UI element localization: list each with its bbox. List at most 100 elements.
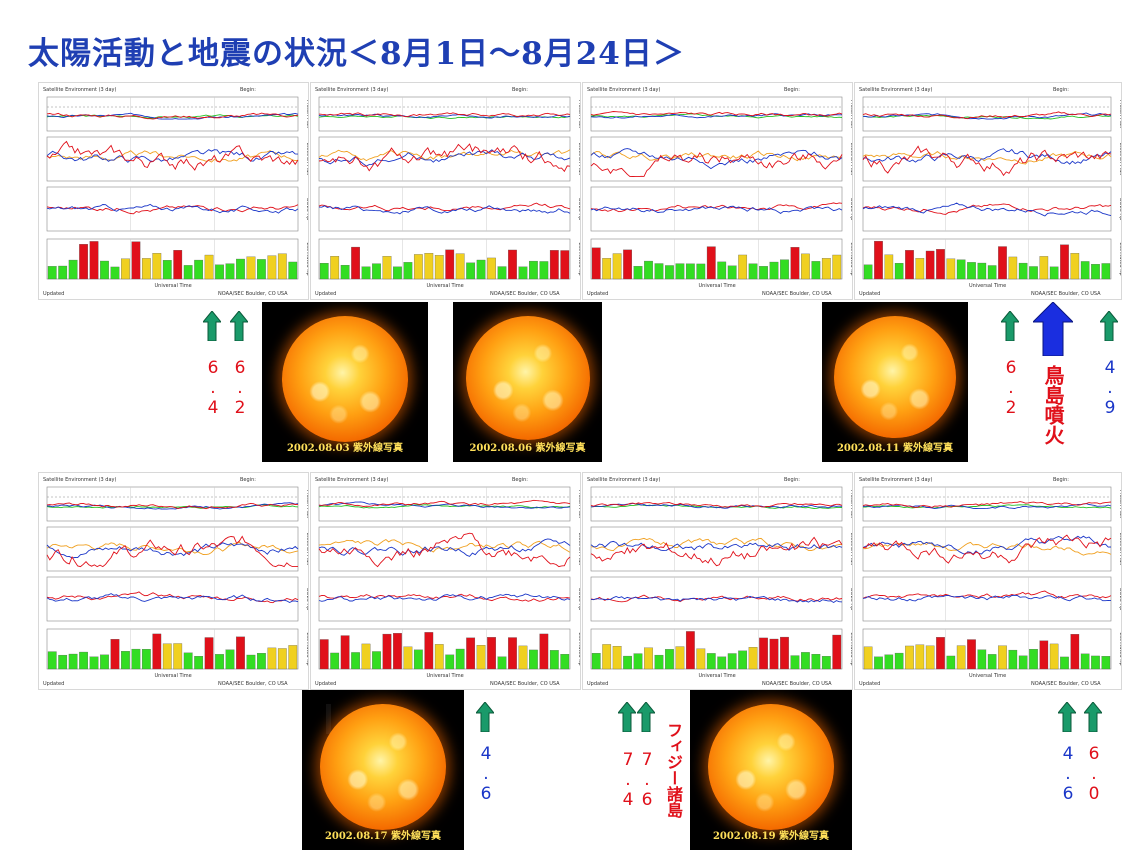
space-weather-panel: Satellite Environment (3 day) Begin: Proto… [310,472,581,690]
sun-disc [466,316,590,440]
magnitude-label: 7.6 [637,750,657,810]
svg-text:Universal Time: Universal Time [969,283,1006,289]
svg-text:Electron Flux: Electron Flux [577,533,581,566]
space-weather-panel: Satellite Environment (3 day) Begin: Proto… [38,82,309,300]
sun-disc [282,316,408,442]
svg-text:Begin:: Begin: [512,87,528,93]
sun-disc [708,704,834,830]
svg-text:Satellite Environment (3 day): Satellite Environment (3 day) [315,87,389,93]
svg-text:Updated: Updated [587,681,608,687]
sun-disc [834,316,956,438]
svg-text:Satellite Environment (3 day): Satellite Environment (3 day) [43,477,117,483]
earthquake-arrow-icon [476,702,494,732]
svg-text:Universal Time: Universal Time [155,283,192,289]
svg-text:NOAA/SEC Boulder, CO USA: NOAA/SEC Boulder, CO USA [218,291,288,297]
svg-text:NOAA/SEC Boulder, CO USA: NOAA/SEC Boulder, CO USA [762,291,832,297]
svg-text:Begin:: Begin: [240,477,256,483]
magnitude-label: 6.2 [1001,358,1021,418]
sun-caption: 2002.08.11 紫外線写真 [836,443,954,454]
sun-uv-image: 2002.08.06 紫外線写真 [453,302,602,462]
svg-text:Estimated Kp: Estimated Kp [1118,242,1122,275]
svg-text:Satellite Environment (3 day): Satellite Environment (3 day) [315,477,389,483]
earthquake-arrow-icon [203,311,221,341]
svg-text:Estimated Kp: Estimated Kp [849,242,853,275]
svg-text:NOAA/SEC Boulder, CO USA: NOAA/SEC Boulder, CO USA [490,291,560,297]
svg-text:Proton Flux: Proton Flux [1118,100,1122,128]
volcano-label: 鳥島噴火 [1041,365,1065,445]
sun-disc [320,704,446,830]
sun-uv-image: 2002.08.03 紫外線写真 [262,302,428,462]
svg-text:GOES Hp: GOES Hp [1118,588,1122,611]
space-weather-panel: Satellite Environment (3 day) Begin: Proto… [854,82,1122,300]
svg-text:Estimated Kp: Estimated Kp [849,632,853,665]
earthquake-arrow-icon [1100,311,1118,341]
space-weather-panel: Satellite Environment (3 day) Begin: Proto… [582,472,853,690]
earthquake-arrow-icon [1084,702,1102,732]
magnitude-label: 7.4 [618,750,638,810]
svg-text:Satellite Environment (3 day): Satellite Environment (3 day) [43,87,117,93]
svg-text:Updated: Updated [859,681,880,687]
svg-text:Begin:: Begin: [512,477,528,483]
svg-text:Proton Flux: Proton Flux [577,490,581,518]
svg-text:NOAA/SEC Boulder, CO USA: NOAA/SEC Boulder, CO USA [218,681,288,687]
svg-text:Proton Flux: Proton Flux [1118,490,1122,518]
svg-text:Universal Time: Universal Time [699,283,736,289]
svg-text:Proton Flux: Proton Flux [849,100,853,128]
svg-text:Estimated Kp: Estimated Kp [577,632,581,665]
space-weather-panel: Satellite Environment (3 day) Begin: Proto… [38,472,309,690]
svg-text:GOES Hp: GOES Hp [577,198,581,221]
svg-text:Universal Time: Universal Time [699,673,736,679]
space-weather-panel: Satellite Environment (3 day) Begin: Proto… [310,82,581,300]
svg-text:Electron Flux: Electron Flux [305,143,309,176]
svg-text:Begin:: Begin: [1053,87,1069,93]
svg-text:Begin:: Begin: [784,477,800,483]
svg-text:Begin:: Begin: [1053,477,1069,483]
sun-uv-image: 2002.08.11 紫外線写真 [822,302,968,462]
earthquake-arrow-icon [618,702,636,732]
svg-text:Begin:: Begin: [784,87,800,93]
image-marker [326,704,331,734]
svg-text:NOAA/SEC Boulder, CO USA: NOAA/SEC Boulder, CO USA [762,681,832,687]
svg-text:Electron Flux: Electron Flux [305,533,309,566]
sun-uv-image: 2002.08.19 紫外線写真 [690,690,852,850]
magnitude-label: 4.6 [1058,744,1078,804]
svg-text:GOES Hp: GOES Hp [849,198,853,221]
svg-text:Electron Flux: Electron Flux [1118,533,1122,566]
svg-text:Proton Flux: Proton Flux [577,100,581,128]
magnitude-label: 4.9 [1100,358,1120,418]
region-label: フィジー諸島 [664,722,683,818]
svg-text:Estimated Kp: Estimated Kp [305,632,309,665]
svg-text:Satellite Environment (3 day): Satellite Environment (3 day) [859,87,933,93]
earthquake-arrow-icon [230,311,248,341]
svg-text:GOES Hp: GOES Hp [849,588,853,611]
svg-text:Updated: Updated [859,291,880,297]
volcano-arrow-icon [1033,302,1073,356]
magnitude-label: 6.0 [1084,744,1104,804]
svg-text:Universal Time: Universal Time [155,673,192,679]
earthquake-arrow-icon [1058,702,1076,732]
magnitude-label: 6.2 [230,358,250,418]
sun-caption: 2002.08.17 紫外線写真 [324,831,442,842]
magnitude-label: 6.4 [203,358,223,418]
svg-text:NOAA/SEC Boulder, CO USA: NOAA/SEC Boulder, CO USA [1031,291,1101,297]
earthquake-arrow-icon [1001,311,1019,341]
svg-text:Begin:: Begin: [240,87,256,93]
svg-text:Electron Flux: Electron Flux [577,143,581,176]
svg-text:NOAA/SEC Boulder, CO USA: NOAA/SEC Boulder, CO USA [1031,681,1101,687]
sun-caption: 2002.08.06 紫外線写真 [469,443,586,454]
svg-text:Updated: Updated [43,291,64,297]
sun-uv-image: 2002.08.17 紫外線写真 [302,690,464,850]
svg-text:Satellite Environment (3 day): Satellite Environment (3 day) [587,87,661,93]
svg-text:Universal Time: Universal Time [427,283,464,289]
svg-text:Updated: Updated [315,681,336,687]
svg-text:Satellite Environment (3 day): Satellite Environment (3 day) [587,477,661,483]
svg-text:Estimated Kp: Estimated Kp [577,242,581,275]
space-weather-panel: Satellite Environment (3 day) Begin: Proto… [582,82,853,300]
svg-text:GOES Hp: GOES Hp [577,588,581,611]
svg-text:Electron Flux: Electron Flux [849,533,853,566]
svg-text:Updated: Updated [315,291,336,297]
svg-text:NOAA/SEC Boulder, CO USA: NOAA/SEC Boulder, CO USA [490,681,560,687]
svg-text:Updated: Updated [43,681,64,687]
space-weather-panel: Satellite Environment (3 day) Begin: Proto… [854,472,1122,690]
earthquake-arrow-icon [637,702,655,732]
